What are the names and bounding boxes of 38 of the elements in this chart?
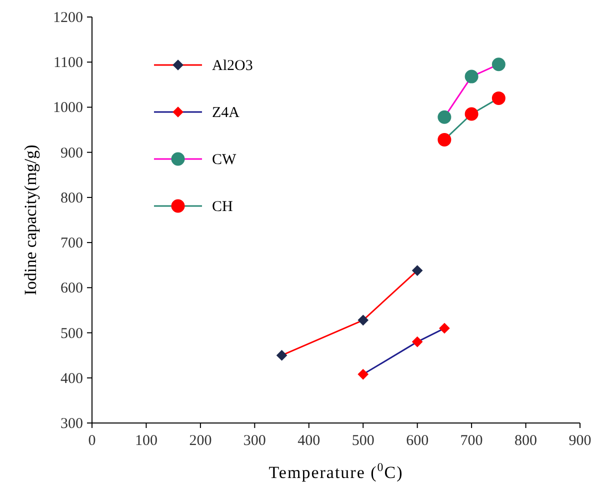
x-tick-label: 500 xyxy=(352,433,374,449)
y-tick-label: 500 xyxy=(60,326,83,342)
y-tick-label: 1100 xyxy=(54,55,83,72)
x-tick-label: 300 xyxy=(243,433,266,449)
y-tick-label: 800 xyxy=(60,190,83,206)
point xyxy=(438,110,452,124)
legend-label: Al2O3 xyxy=(212,58,253,74)
legend-label: CH xyxy=(212,199,234,215)
point xyxy=(412,265,422,276)
y-axis-title: Iodine capacity(mg/g) xyxy=(21,144,40,296)
x-tick-label: 200 xyxy=(189,433,212,449)
x-tick-label: 900 xyxy=(568,433,592,449)
y-tick-label: 1000 xyxy=(53,100,83,116)
x-tick-label: 100 xyxy=(134,433,158,449)
y-tick-label: 400 xyxy=(60,370,83,387)
y-tick-label: 900 xyxy=(60,145,83,162)
point xyxy=(492,58,506,72)
x-tick-label: 600 xyxy=(406,433,429,449)
x-tick-label: 700 xyxy=(460,433,483,449)
y-tick-label: 700 xyxy=(60,236,83,252)
point xyxy=(438,132,452,146)
y-tick-label: 300 xyxy=(60,416,83,432)
legend-label: CW xyxy=(212,152,238,168)
point xyxy=(412,336,422,347)
x-tick-label: 800 xyxy=(514,433,538,449)
x-tick-label: 400 xyxy=(298,433,320,449)
point xyxy=(439,323,450,334)
point xyxy=(492,91,506,105)
point xyxy=(276,350,287,360)
point xyxy=(464,107,478,121)
point xyxy=(358,314,368,326)
point xyxy=(464,70,478,84)
y-tick-label: 600 xyxy=(60,280,83,297)
y-tick-label: 1200 xyxy=(53,10,83,26)
legend-label: Z4A xyxy=(212,105,240,121)
x-tick-label: 0 xyxy=(88,433,96,449)
x-axis-title: Temperature ($^{0}$C) xyxy=(268,460,404,482)
point xyxy=(358,369,368,380)
